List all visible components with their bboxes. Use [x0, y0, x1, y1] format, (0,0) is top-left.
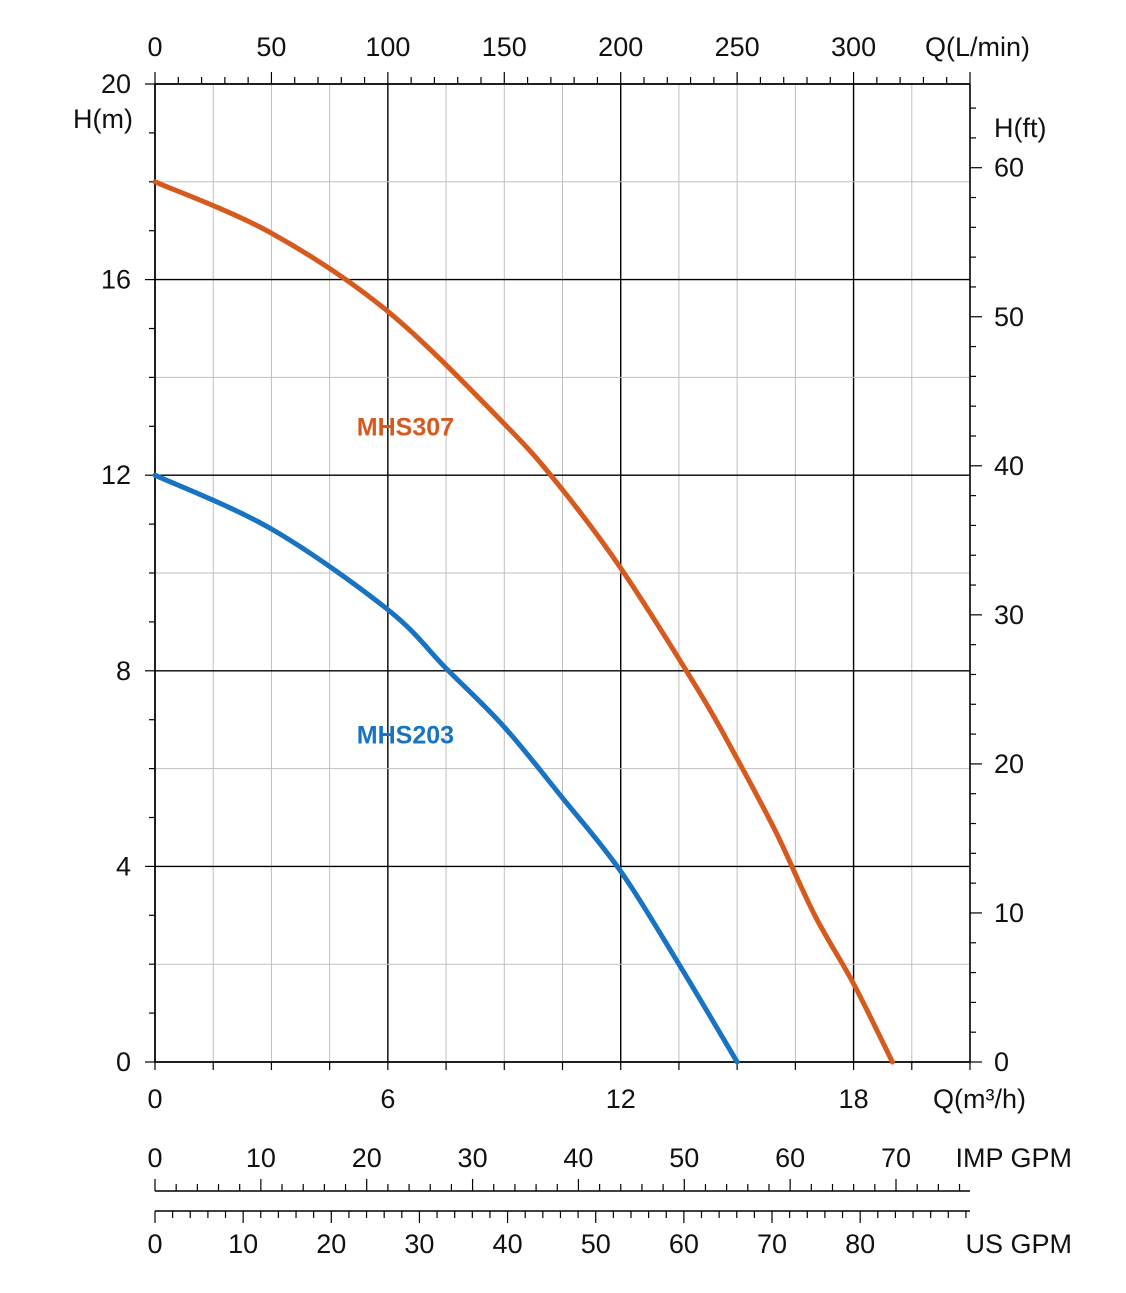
y-tick-label-right: 30 — [994, 600, 1024, 630]
series-group: MHS307 MHS203 — [152, 179, 895, 1065]
axes — [145, 72, 982, 1070]
series-label-mhs307: MHS307 — [357, 413, 454, 441]
x-tick-label-top: 250 — [715, 32, 760, 62]
x-axis-label-bottom: Q(m³/h) — [933, 1084, 1026, 1114]
y-tick-label-right: 40 — [994, 451, 1024, 481]
y-tick-label-left: 0 — [116, 1047, 131, 1077]
y-tick-label-right: 0 — [994, 1047, 1009, 1077]
y-axis-label-right: H(ft) — [994, 113, 1046, 143]
x-tick-label-top: 300 — [831, 32, 876, 62]
imp-gpm-scale-tick-label: 20 — [352, 1143, 382, 1173]
x-tick-label-top: 100 — [365, 32, 410, 62]
us-gpm-scale-tick-label: 20 — [316, 1229, 346, 1259]
us-gpm-scale-tick-label: 10 — [228, 1229, 258, 1259]
y-tick-label-left: 8 — [116, 656, 131, 686]
y-tick-label-right: 60 — [994, 153, 1024, 183]
imp-gpm-scale-tick-label: 60 — [775, 1143, 805, 1173]
series-line-mhs307 — [152, 179, 895, 1065]
x-tick-label-bottom: 12 — [606, 1084, 636, 1114]
y-tick-label-right: 20 — [994, 749, 1024, 779]
y-tick-label-left: 4 — [116, 851, 131, 881]
us-gpm-scale-tick-label: 50 — [581, 1229, 611, 1259]
imp-gpm-scale-tick-label: 30 — [458, 1143, 488, 1173]
imp-gpm-scale-label: IMP GPM — [955, 1143, 1072, 1173]
x-tick-label-top: 50 — [256, 32, 286, 62]
us-gpm-scale-tick-label: 30 — [404, 1229, 434, 1259]
imp-gpm-scale-tick-label: 0 — [147, 1143, 162, 1173]
y-tick-label-left: 16 — [101, 265, 131, 295]
x-tick-label-bottom: 18 — [839, 1084, 869, 1114]
y-axis-label-left: H(m) — [73, 104, 133, 134]
imp-gpm-scale-tick-label: 40 — [563, 1143, 593, 1173]
us-gpm-scale-tick-label: 70 — [757, 1229, 787, 1259]
us-gpm-scale-tick-label: 60 — [669, 1229, 699, 1259]
imp-gpm-scale-tick-label: 70 — [881, 1143, 911, 1173]
x-tick-label-bottom: 0 — [147, 1084, 162, 1114]
x-axis-label-top: Q(L/min) — [925, 32, 1030, 62]
x-tick-label-top: 200 — [598, 32, 643, 62]
grid — [154, 83, 971, 1063]
us-gpm-scale-tick-label: 80 — [845, 1229, 875, 1259]
y-tick-label-right: 10 — [994, 898, 1024, 928]
imp-gpm-scale-tick-label: 50 — [669, 1143, 699, 1173]
series-label-mhs203: MHS203 — [357, 721, 454, 749]
flow-conversion-scales: 0 10 20 30 40 50 60 70 IMP GPM 0 10 20 30 40 50 60 70 80 U… — [147, 1143, 1072, 1259]
us-gpm-scale-label: US GPM — [965, 1229, 1072, 1259]
y-tick-label-left: 12 — [101, 460, 131, 490]
y-tick-label-right: 50 — [994, 302, 1024, 332]
labels: 0 4 8 12 16 20 H(m) 0 10 20 30 40 50 60 H(ft) 0 6 12 18 Q(m… — [73, 32, 1046, 1114]
us-gpm-scale-tick-label: 0 — [147, 1229, 162, 1259]
x-tick-label-top: 150 — [482, 32, 527, 62]
us-gpm-scale-tick-label: 40 — [493, 1229, 523, 1259]
y-tick-label-left: 20 — [101, 69, 131, 99]
x-tick-label-bottom: 6 — [380, 1084, 395, 1114]
imp-gpm-scale-tick-label: 10 — [246, 1143, 276, 1173]
series-line-mhs203 — [152, 472, 740, 1065]
x-tick-label-top: 0 — [147, 32, 162, 62]
